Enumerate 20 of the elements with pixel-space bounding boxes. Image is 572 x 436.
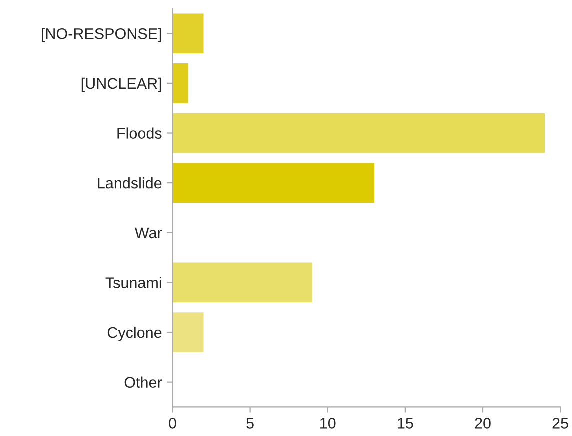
y-tick-label: Tsunami xyxy=(106,277,162,288)
bar xyxy=(172,113,546,154)
bar xyxy=(172,14,204,54)
bar xyxy=(172,64,188,104)
y-tick-label: [NO-RESPONSE] xyxy=(42,28,162,42)
x-tick-label: 25 xyxy=(552,418,568,429)
y-tick-label: Cyclone xyxy=(108,326,162,342)
y-tick-label: [UNCLEAR] xyxy=(82,78,162,92)
x-tick-label: 5 xyxy=(246,418,254,429)
y-tick-label: Floods xyxy=(118,128,162,139)
x-tick-label: 0 xyxy=(169,418,176,429)
x-tick-label: 15 xyxy=(398,418,414,429)
y-tick-label: War xyxy=(134,228,162,239)
y-tick-label: Landslide xyxy=(98,178,162,189)
bar xyxy=(172,163,374,203)
x-tick-label: 10 xyxy=(320,418,336,429)
bar xyxy=(172,312,204,352)
y-tick-label: Other xyxy=(124,376,162,388)
x-tick-label: 20 xyxy=(475,418,491,429)
bar xyxy=(172,262,312,303)
